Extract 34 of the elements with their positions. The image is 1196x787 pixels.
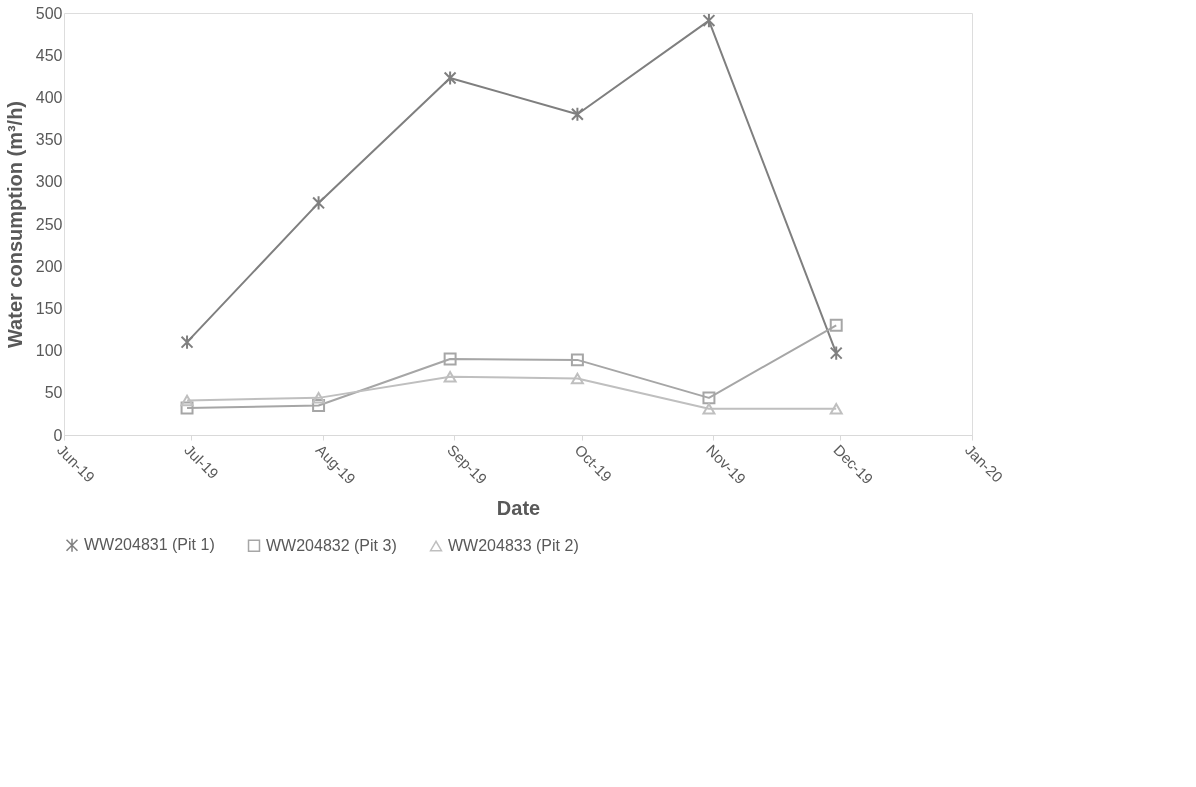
point xyxy=(180,401,194,415)
point xyxy=(570,372,584,385)
y-tick-label: 350 xyxy=(35,131,63,149)
point xyxy=(702,391,716,405)
y-tick-label: 300 xyxy=(35,173,63,191)
point xyxy=(570,353,584,367)
point xyxy=(829,318,843,332)
x-axis-title: Date xyxy=(496,497,541,520)
legend-label: WW204832 (Pit 3) xyxy=(266,536,397,554)
y-tick-label: 450 xyxy=(35,46,63,64)
y-tick-label: 100 xyxy=(35,342,63,360)
point xyxy=(443,352,457,366)
point xyxy=(312,392,326,404)
point xyxy=(180,394,194,407)
point xyxy=(443,371,457,383)
point xyxy=(702,13,716,29)
legend-label: WW204831 (Pit 1) xyxy=(84,536,215,554)
point xyxy=(829,403,843,415)
y-tick-label: 50 xyxy=(44,384,63,402)
y-tick-label: 200 xyxy=(35,257,63,275)
y-tick-label: 0 xyxy=(53,426,63,444)
point xyxy=(702,403,716,415)
point xyxy=(180,334,194,350)
point xyxy=(443,70,457,86)
y-tick-label: 400 xyxy=(35,88,63,106)
y-tick-label: 500 xyxy=(35,4,63,22)
legend-label: WW204833 (Pit 2) xyxy=(448,537,579,554)
point xyxy=(312,398,326,412)
y-tick-label: 150 xyxy=(35,299,63,317)
y-axis-title: Water consumption (m³/h) xyxy=(3,100,26,349)
point xyxy=(570,106,584,122)
point xyxy=(312,195,326,211)
point xyxy=(829,345,843,361)
y-tick-label: 250 xyxy=(35,215,63,233)
